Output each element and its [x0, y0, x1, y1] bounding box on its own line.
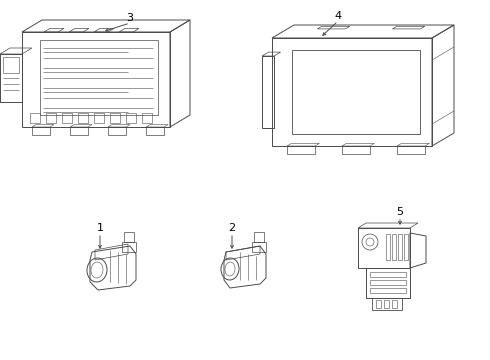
Text: 3: 3 [126, 13, 133, 23]
Bar [358, 228, 410, 268]
Bar [252, 242, 266, 252]
Bar [46, 113, 56, 123]
Bar [392, 300, 397, 308]
Bar [392, 234, 396, 260]
Bar [94, 113, 104, 123]
Bar [108, 127, 126, 135]
Bar [124, 232, 134, 242]
Bar [40, 40, 158, 115]
Bar [254, 232, 264, 242]
Bar [370, 280, 406, 285]
Text: 5: 5 [396, 207, 403, 217]
Bar [292, 50, 420, 134]
Bar [70, 127, 88, 135]
Bar [397, 146, 425, 154]
Bar [272, 38, 432, 146]
Text: 4: 4 [335, 11, 342, 21]
Bar [370, 288, 406, 293]
Bar [32, 127, 50, 135]
Bar [376, 300, 381, 308]
Bar [62, 113, 72, 123]
Bar [78, 113, 88, 123]
Bar [370, 272, 406, 277]
Bar [30, 113, 40, 123]
Bar [122, 242, 136, 252]
Bar [142, 113, 152, 123]
Bar [262, 56, 274, 128]
Bar [404, 234, 408, 260]
Bar [126, 113, 136, 123]
Bar [342, 146, 370, 154]
Bar [366, 268, 410, 298]
Bar [384, 300, 389, 308]
Bar [0, 54, 22, 102]
Bar [146, 127, 164, 135]
Bar [372, 298, 402, 310]
Bar [22, 32, 170, 127]
Text: 2: 2 [228, 223, 236, 233]
Bar [3, 57, 19, 73]
Bar [386, 234, 390, 260]
Text: 1: 1 [97, 223, 103, 233]
Bar [110, 113, 120, 123]
Bar [398, 234, 402, 260]
Bar [287, 146, 315, 154]
